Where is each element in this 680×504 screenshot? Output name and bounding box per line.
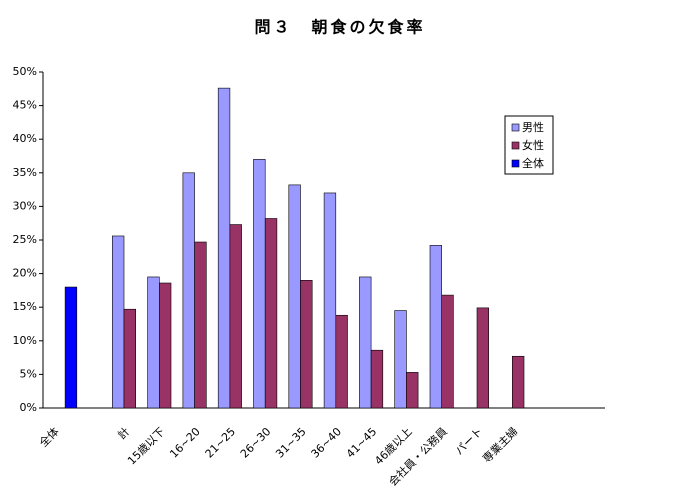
x-tick-label: 31~35 [273, 425, 309, 461]
y-tick-label: 10% [13, 334, 37, 347]
y-tick-label: 50% [13, 65, 37, 78]
x-tick-label: 専業主婦 [480, 424, 521, 465]
y-tick-label: 20% [13, 267, 37, 280]
y-tick-label: 35% [13, 166, 37, 179]
bar [511, 355, 525, 409]
bar [217, 87, 231, 409]
legend-swatch [511, 159, 520, 168]
bar [229, 224, 242, 409]
bar [359, 276, 372, 409]
bar [288, 184, 301, 409]
y-tick-label: 5% [20, 367, 37, 380]
bar [264, 218, 278, 409]
bar [370, 349, 384, 409]
y-tick-label: 0% [20, 401, 37, 414]
x-tick-label: 計 [115, 424, 133, 442]
legend-label: 女性 [522, 138, 544, 152]
bar [406, 372, 419, 409]
y-tick-label: 15% [13, 300, 37, 313]
bar [112, 235, 125, 409]
bar [300, 280, 313, 409]
bar [429, 245, 442, 409]
y-tick-label: 45% [13, 99, 37, 112]
x-tick-label: 16~20 [167, 425, 203, 461]
bar [182, 172, 195, 409]
bar [123, 308, 136, 409]
bar [64, 286, 78, 409]
x-tick-label: 21~25 [203, 425, 239, 461]
bar [441, 294, 454, 409]
legend-label: 男性 [522, 120, 544, 134]
x-tick-label: 全体 [36, 424, 61, 449]
legend-label: 全体 [522, 156, 544, 170]
legend-swatch [511, 141, 520, 150]
bar [147, 276, 160, 409]
bar [476, 307, 489, 409]
bar [323, 192, 337, 409]
bar [194, 241, 207, 409]
x-tick-label: 26~30 [238, 425, 274, 461]
legend-swatch [511, 123, 520, 132]
x-tick-label: 36~40 [309, 425, 345, 461]
bar [253, 159, 266, 409]
bar [394, 310, 407, 409]
chart-title: 問３ 朝食の欠食率 [254, 18, 425, 37]
y-tick-label: 25% [13, 233, 37, 246]
bar [335, 314, 348, 409]
x-tick-label: パート [453, 425, 486, 458]
bar [159, 282, 172, 409]
x-tick-label: 15歳以下 [125, 425, 167, 467]
y-tick-label: 30% [13, 199, 37, 212]
y-tick-label: 40% [13, 132, 37, 145]
